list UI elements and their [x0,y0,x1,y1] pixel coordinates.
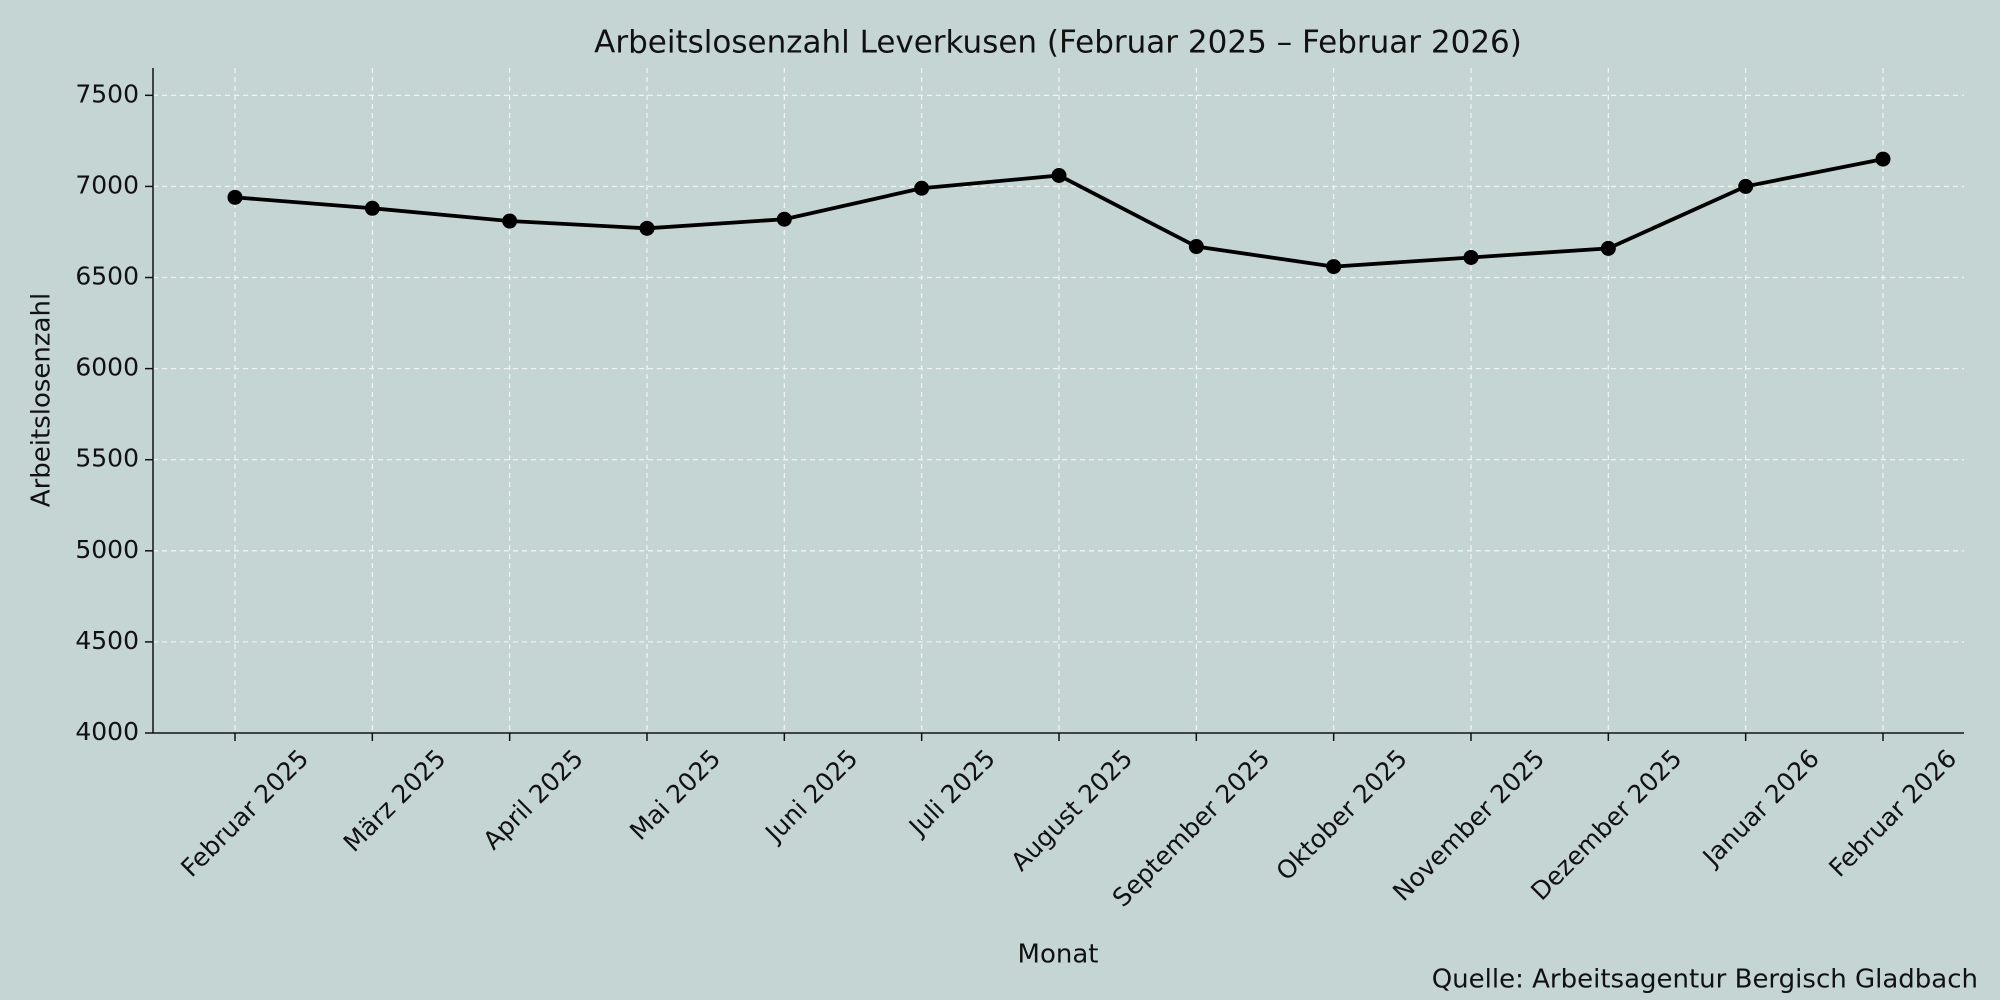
y-tick-label: 6000 [75,353,139,382]
data-point [1051,167,1067,183]
y-tick-label: 4500 [75,626,139,655]
y-tick-label: 5000 [75,535,139,564]
data-point [1875,151,1891,167]
y-tick-label: 7500 [75,79,139,108]
data-point [776,211,792,227]
data-point [364,200,380,216]
data-point [639,220,655,236]
chart-title: Arbeitslosenzahl Leverkusen (Februar 202… [594,25,1522,61]
data-point [227,189,243,205]
y-axis-label: Arbeitslosenzahl [27,293,57,507]
data-point [1600,240,1616,256]
x-axis-label: Monat [1018,940,1099,970]
data-point [1188,239,1204,255]
y-tick-label: 7000 [75,170,139,199]
y-tick-label: 4000 [75,717,139,746]
y-tick-label: 5500 [75,444,139,473]
data-point [1738,178,1754,194]
source-note: Quelle: Arbeitsagentur Bergisch Gladbach [1432,965,1978,995]
y-tick-label: 6500 [75,262,139,291]
data-point [502,213,518,229]
data-point [1463,249,1479,265]
data-point [914,180,930,196]
data-point [1326,259,1342,275]
